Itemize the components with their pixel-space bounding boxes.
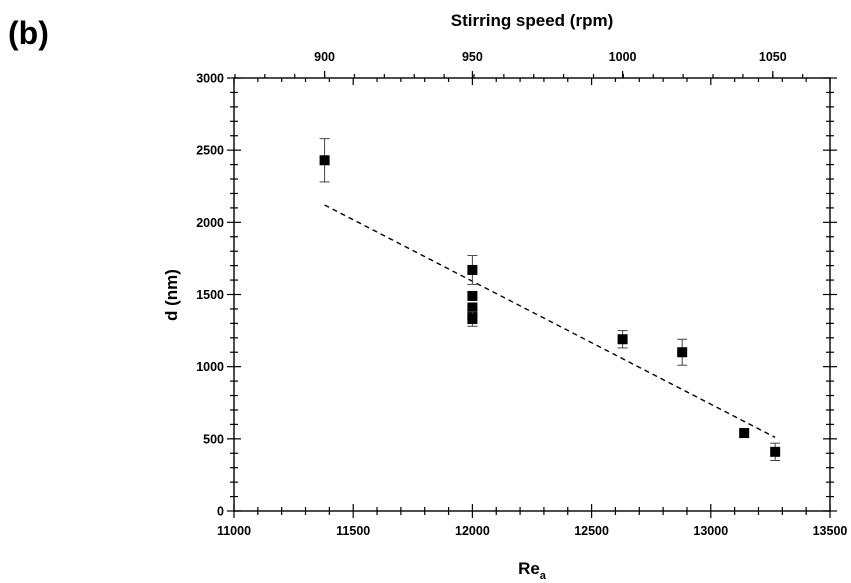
data-point	[770, 446, 781, 457]
data-point	[319, 155, 330, 166]
data-point	[467, 302, 478, 313]
top-tick-label: 900	[314, 50, 335, 64]
data-point	[467, 314, 478, 325]
y-tick-label: 1500	[196, 288, 224, 302]
y-tick-label: 3000	[196, 72, 224, 86]
data-points	[319, 138, 781, 461]
data-point	[467, 290, 478, 301]
top-tick-label: 950	[462, 50, 483, 64]
y-tick-label: 2000	[196, 216, 224, 230]
y-tick-label: 0	[217, 505, 224, 519]
x-tick-label: 12500	[574, 524, 609, 538]
axis-ticks	[227, 71, 837, 518]
x-axis-title-subscript: a	[540, 570, 547, 582]
y-tick-label: 2500	[196, 144, 224, 158]
tick-labels: 11000 11500 12000 12500 13000 13500 900 950 1000…	[196, 50, 847, 538]
top-tick-label: 1050	[759, 50, 787, 64]
x-tick-label: 11500	[336, 524, 370, 538]
y-tick-label: 500	[203, 432, 224, 446]
x-tick-label: 13000	[693, 524, 728, 538]
x-tick-label: 13500	[813, 524, 848, 538]
panel-label: (b)	[8, 15, 49, 51]
y-tick-label: 1000	[196, 360, 224, 374]
plot-frame	[233, 77, 831, 512]
data-point	[739, 428, 750, 439]
y-axis-title: d (nm)	[162, 269, 181, 321]
x-tick-label: 12000	[455, 524, 490, 538]
data-point	[617, 334, 628, 345]
top-tick-label: 1000	[609, 50, 637, 64]
x-axis-title: Rea	[518, 559, 547, 582]
x-axis-title-main: Re	[518, 559, 540, 578]
data-point	[677, 347, 688, 358]
top-axis-title: Stirring speed (rpm)	[451, 11, 613, 30]
fit-line	[324, 204, 776, 439]
x-tick-label: 11000	[217, 524, 251, 538]
data-point	[467, 264, 478, 275]
